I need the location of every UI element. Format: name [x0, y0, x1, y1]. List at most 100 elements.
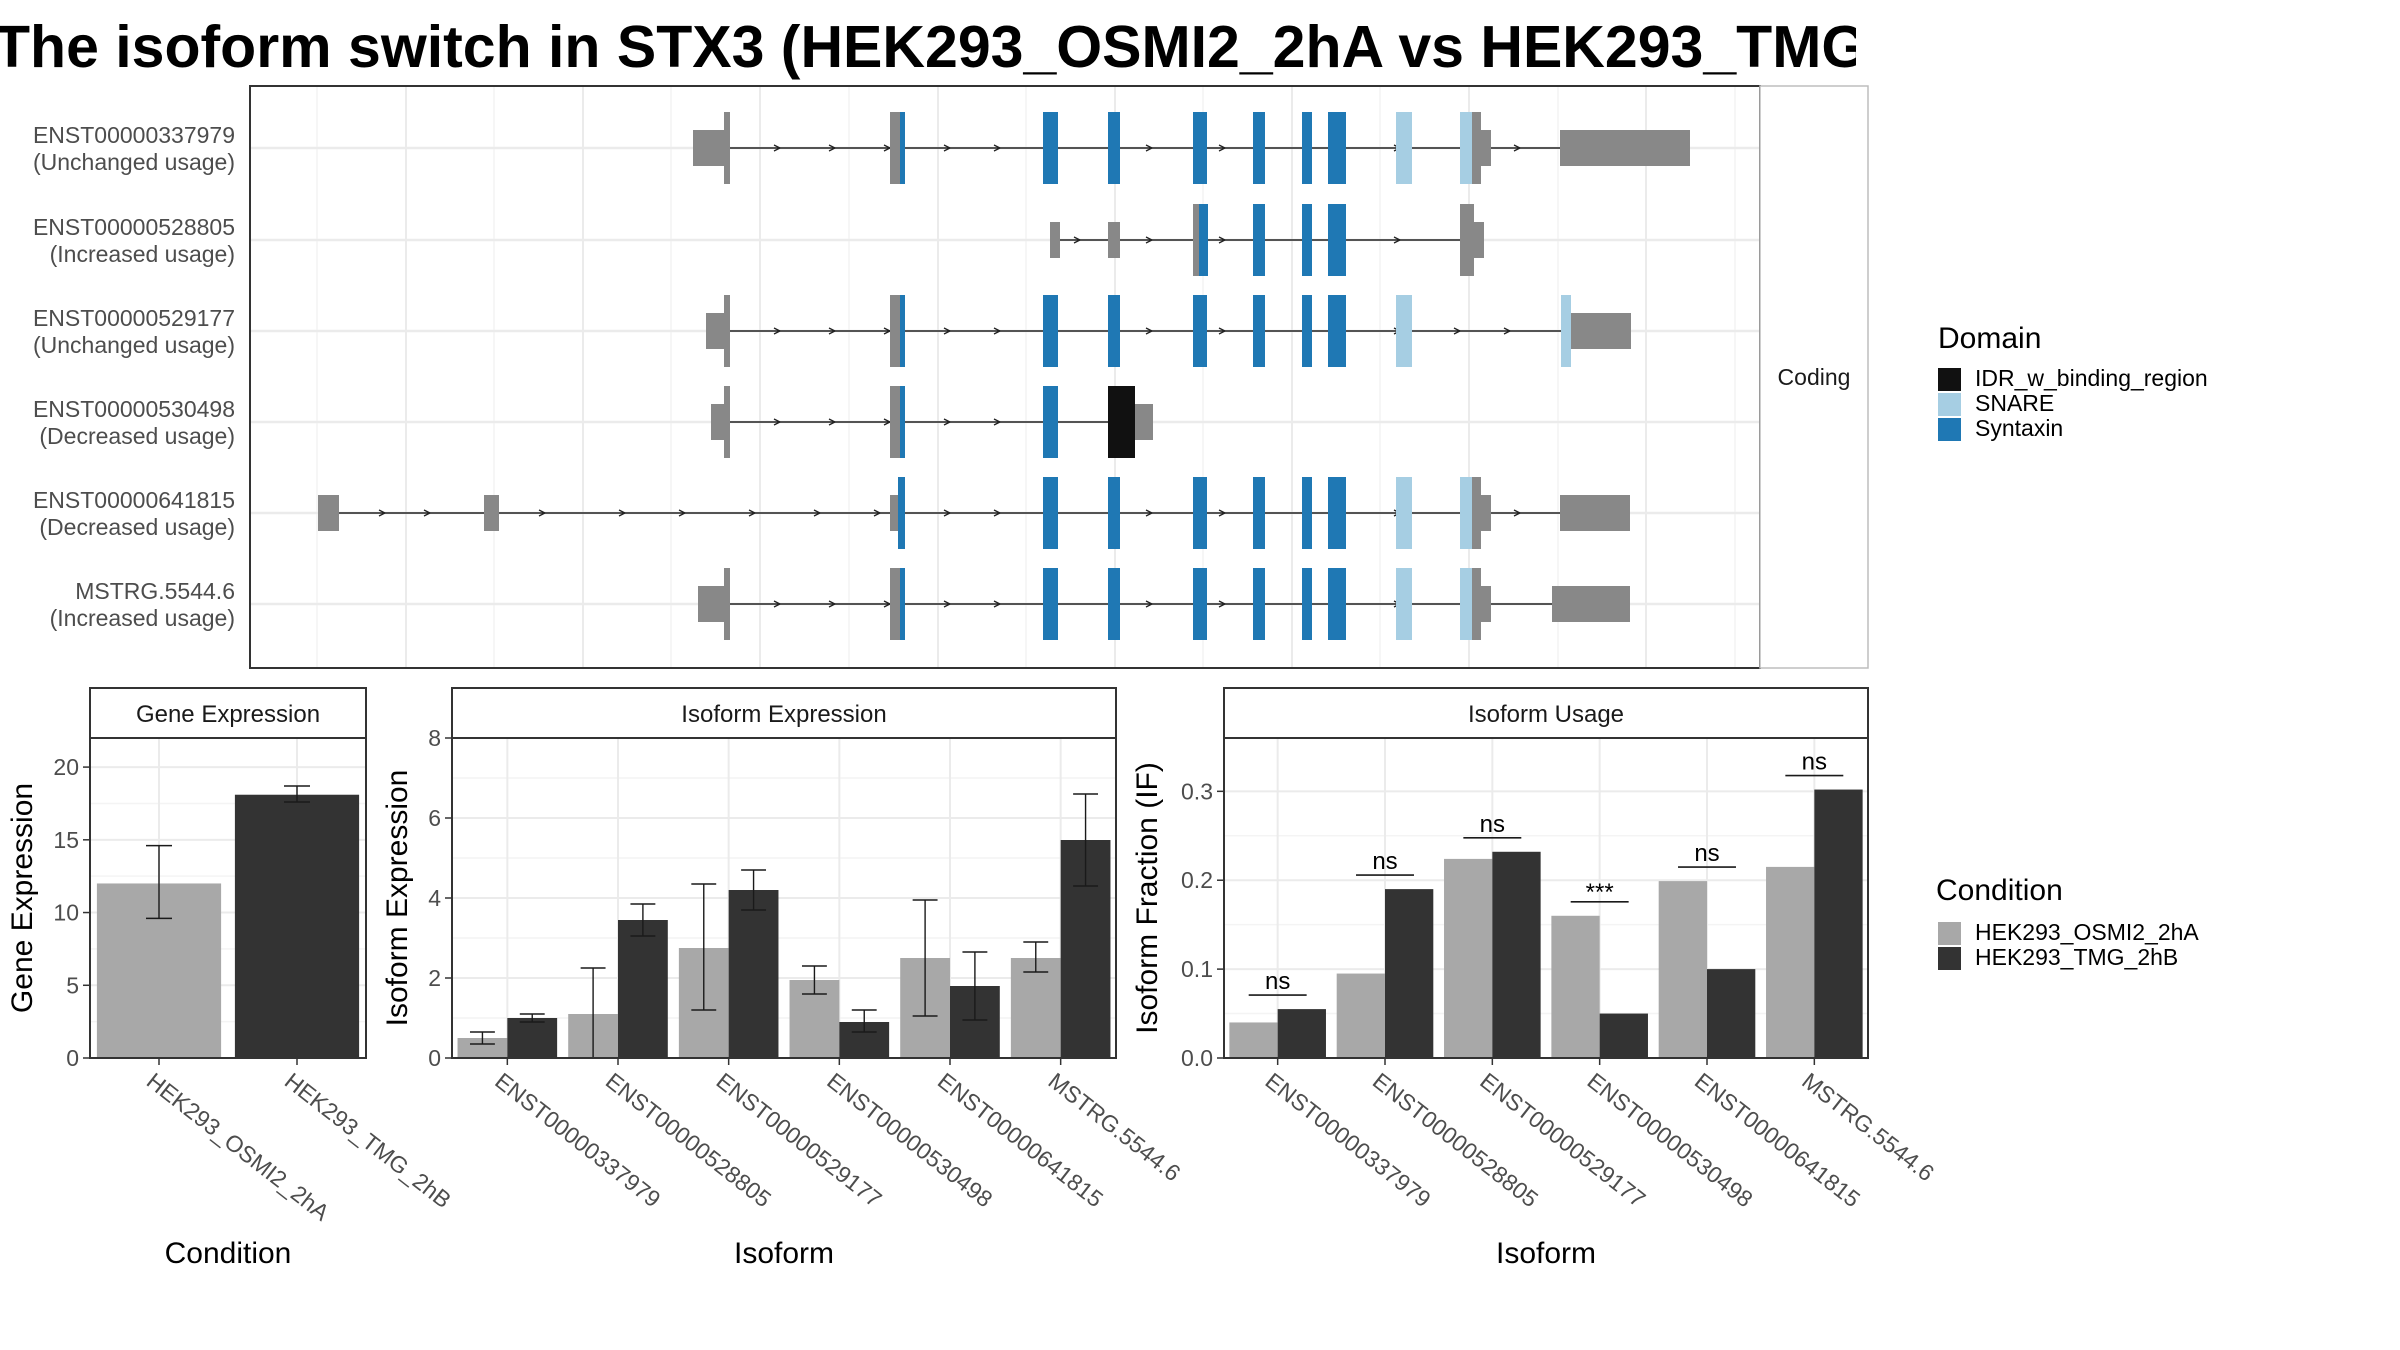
- strand-arrow: [773, 600, 782, 608]
- exon-block: [1396, 112, 1412, 184]
- strand-arrow: [1513, 144, 1522, 152]
- exon-block: [1460, 477, 1472, 549]
- bar: [234, 794, 360, 1058]
- strand-arrow: [1145, 236, 1154, 244]
- significance-label: ns: [1265, 968, 1290, 995]
- bar: [1444, 858, 1493, 1058]
- exon-block: [900, 386, 905, 458]
- strand-arrow: [993, 600, 1002, 608]
- strand-arrow: [813, 509, 822, 517]
- transcript-track: [698, 568, 1630, 640]
- transcript-label-usage: (Increased usage): [50, 605, 235, 631]
- exon-block: [1253, 112, 1265, 184]
- significance-label: ns: [1802, 749, 1827, 776]
- strand-arrow: [1393, 236, 1402, 244]
- exon-block: [1199, 204, 1208, 276]
- strand-arrow: [1145, 144, 1154, 152]
- exon-block: [698, 586, 728, 622]
- exon-block: [1043, 386, 1058, 458]
- strand-arrow: [538, 509, 547, 517]
- exon-block: [1474, 222, 1484, 258]
- legend-title-domain: Domain: [1938, 322, 2041, 355]
- exon-block: [1043, 295, 1058, 367]
- y-tick-label: 8: [428, 725, 441, 751]
- y-tick-label: 2: [428, 965, 441, 991]
- exon-block: [1043, 477, 1058, 549]
- exon-block: [1552, 586, 1630, 622]
- panel-title-strip: [1223, 687, 1869, 739]
- exon-block: [1108, 112, 1120, 184]
- transcript-track: [711, 386, 1153, 458]
- bar: [1766, 866, 1815, 1058]
- exon-block: [900, 568, 905, 640]
- bar: [728, 890, 779, 1058]
- legend-key-condition: [1938, 922, 1961, 945]
- transcript-track: [1050, 204, 1484, 276]
- exon-block: [1460, 568, 1472, 640]
- exon-block: [1396, 568, 1412, 640]
- legend-key-condition: [1938, 947, 1961, 970]
- exon-block: [1043, 112, 1058, 184]
- exon-block: [1560, 130, 1690, 166]
- y-tick-label: 0.1: [1181, 956, 1213, 982]
- transcript-label-id: ENST00000529177: [33, 305, 235, 331]
- strand-arrow: [828, 144, 837, 152]
- plot-panel-border: [451, 737, 1117, 1059]
- exon-block: [1328, 568, 1346, 640]
- y-tick-label: 15: [53, 827, 79, 853]
- facet-label-coding: Coding: [1778, 364, 1851, 390]
- strand-arrow: [423, 509, 432, 517]
- exon-block: [1108, 222, 1120, 258]
- plot-panel-border: [1223, 737, 1869, 1059]
- bar: [1336, 973, 1385, 1058]
- strand-arrow: [1218, 327, 1227, 335]
- transcript-label-usage: (Increased usage): [50, 241, 235, 267]
- strand-arrow: [1073, 236, 1082, 244]
- y-tick-label: 0: [66, 1045, 79, 1071]
- legend-label-condition: HEK293_TMG_2hB: [1975, 944, 2178, 970]
- strand-arrow: [1145, 600, 1154, 608]
- strand-arrow: [1453, 327, 1462, 335]
- strand-arrow: [1218, 236, 1227, 244]
- transcript-label-usage: (Decreased usage): [39, 514, 235, 540]
- strand-arrow: [773, 144, 782, 152]
- exon-block: [1472, 112, 1481, 184]
- significance-label: ns: [1480, 811, 1505, 838]
- exon-block: [898, 477, 905, 549]
- exon-block: [900, 295, 905, 367]
- exon-block: [318, 495, 339, 531]
- legend-label-condition: HEK293_OSMI2_2hA: [1975, 919, 2199, 945]
- transcript-label-usage: (Unchanged usage): [33, 149, 235, 175]
- bar: [1599, 1013, 1648, 1058]
- strand-arrow: [618, 509, 627, 517]
- y-tick-label: 0: [428, 1045, 441, 1071]
- panel-title: Gene Expression: [136, 701, 320, 728]
- exon-block: [1481, 495, 1491, 531]
- strand-arrow: [773, 418, 782, 426]
- y-tick-label: 20: [53, 754, 79, 780]
- strand-arrow: [943, 509, 952, 517]
- legend-key-domain: [1938, 393, 1961, 416]
- exon-block: [1193, 112, 1207, 184]
- plot-panel-border: [89, 737, 367, 1059]
- exon-block: [1302, 295, 1312, 367]
- exon-block: [484, 495, 499, 531]
- strand-arrow: [1513, 509, 1522, 517]
- exon-block: [890, 386, 902, 458]
- y-tick-label: 0.3: [1181, 778, 1213, 804]
- bar: [1814, 789, 1863, 1058]
- exon-block: [1328, 295, 1346, 367]
- exon-block: [890, 112, 902, 184]
- strand-arrow: [873, 509, 882, 517]
- transcript-label-usage: (Unchanged usage): [33, 332, 235, 358]
- y-tick-label: 6: [428, 805, 441, 831]
- bar: [457, 1038, 508, 1058]
- transcript-structure-panel: ENST00000337979(Unchanged usage)ENST0000…: [33, 85, 1869, 669]
- legend-key-domain: [1938, 368, 1961, 391]
- strand-arrow: [943, 144, 952, 152]
- strand-arrow: [993, 327, 1002, 335]
- isoform-expression-panel: Isoform ExpressionENST00000337979ENST000…: [381, 687, 1186, 1270]
- transcript-track: [318, 477, 1630, 549]
- exon-block: [1050, 222, 1060, 258]
